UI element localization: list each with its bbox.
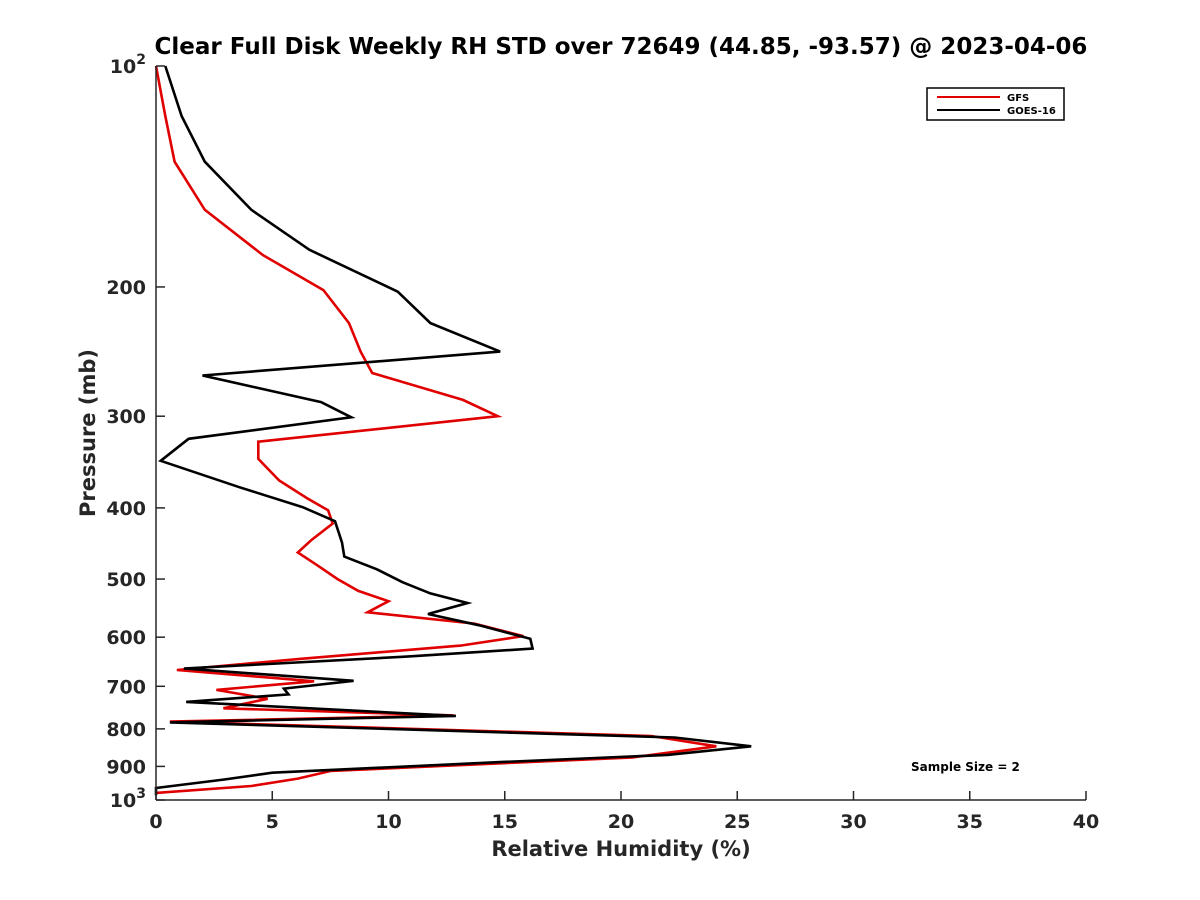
- y-tick-group: 102 200 300 400 500 600 700 800 900 103: [106, 52, 165, 812]
- y-axis-label: Pressure (mb): [76, 349, 100, 517]
- y-tick-label: 600: [106, 627, 146, 649]
- y-tick-label: 103: [110, 786, 146, 812]
- y-tick-label: 102: [110, 52, 146, 78]
- x-tick-label: 30: [840, 811, 866, 833]
- sample-size-annotation: Sample Size = 2: [911, 760, 1020, 774]
- y-tick-label: 200: [106, 277, 146, 299]
- x-tick-group: 0 5 10 15 20 25 30 35 40: [149, 791, 1099, 833]
- x-tick-label: 10: [375, 811, 401, 833]
- series-line-goes16: [154, 65, 752, 796]
- legend-label-goes16: GOES-16: [1007, 106, 1056, 117]
- y-tick-label: 700: [106, 676, 146, 698]
- series-layer: [154, 65, 752, 796]
- legend-box: [926, 87, 1065, 121]
- y-tick-label: 400: [106, 498, 146, 520]
- legend: GFS GOES-16: [926, 87, 1065, 121]
- x-tick-label: 25: [724, 811, 750, 833]
- x-tick-label: 35: [957, 811, 983, 833]
- chart-title: Clear Full Disk Weekly RH STD over 72649…: [155, 34, 1088, 60]
- plot-area: [156, 66, 1086, 800]
- y-tick-label: 500: [106, 569, 146, 591]
- x-tick-label: 40: [1073, 811, 1099, 833]
- y-tick-label: 900: [106, 756, 146, 778]
- y-tick-label: 800: [106, 719, 146, 741]
- x-tick-label: 5: [266, 811, 279, 833]
- x-axis-label: Relative Humidity (%): [491, 837, 750, 861]
- x-tick-label: 20: [608, 811, 634, 833]
- y-tick-label: 300: [106, 406, 146, 428]
- x-tick-label: 15: [492, 811, 518, 833]
- x-tick-label: 0: [149, 811, 162, 833]
- legend-label-gfs: GFS: [1007, 93, 1029, 104]
